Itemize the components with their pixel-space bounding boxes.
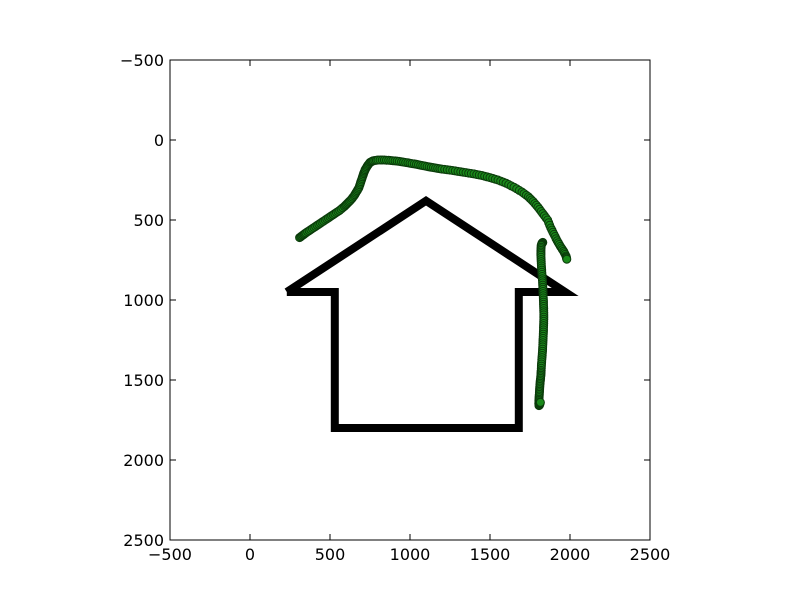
x-tick-label: 1500 (470, 545, 511, 564)
y-tick-label: 1000 (123, 291, 164, 310)
house-outline-layer (284, 196, 579, 432)
axes-background (170, 60, 650, 540)
ticks-layer: −500 0 500 1000 1500 2000 2500−500050010001500… (120, 51, 670, 564)
house-outline (284, 196, 579, 432)
y-tick-label: 0 (154, 131, 164, 150)
x-tick-label: 0 (245, 545, 255, 564)
plot-area (169, 59, 651, 541)
y-tick-label: 1500 (123, 371, 164, 390)
scatter-points-layer (295, 155, 572, 411)
x-tick-label: 500 (315, 545, 346, 564)
x-tick-label: −500 (148, 545, 192, 564)
x-tick-label: 2500 (630, 545, 671, 564)
y-tick-label: 2000 (123, 451, 164, 470)
y-tick-label: 2500 (123, 531, 164, 550)
y-tick-label: 500 (133, 211, 164, 230)
x-tick-label: 1000 (390, 545, 431, 564)
y-tick-label: −500 (120, 51, 164, 70)
scatter-point (535, 397, 545, 407)
scatter-point (562, 254, 572, 264)
x-tick-label: 2000 (550, 545, 591, 564)
